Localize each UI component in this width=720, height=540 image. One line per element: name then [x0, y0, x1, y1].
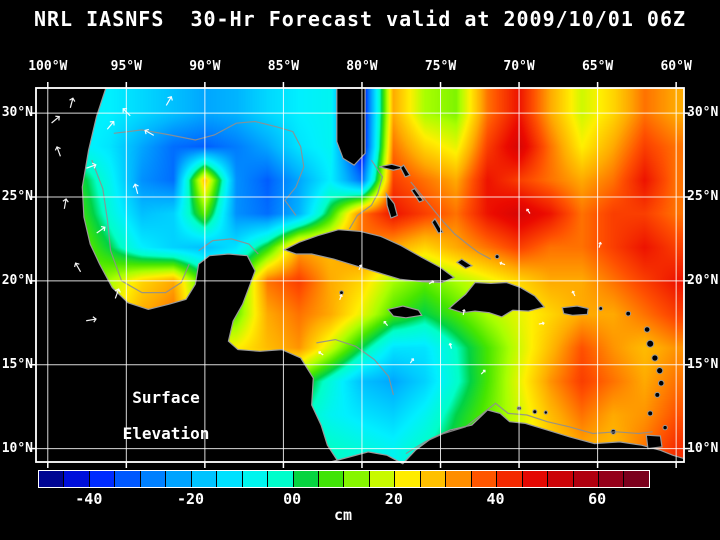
colorbar-segment: [64, 471, 89, 487]
colorbar-segment: [115, 471, 140, 487]
colorbar-tick-label: 40: [486, 490, 505, 508]
colorbar-segment: [318, 471, 344, 487]
colorbar-segment: [471, 471, 497, 487]
colorbar-segment: [420, 471, 446, 487]
colorbar-segment: [293, 471, 318, 487]
annotation-line-2: Elevation: [122, 424, 210, 443]
figure-title: NRL IASNFS 30-Hr Forecast valid at 2009/…: [33, 7, 687, 31]
lat-tick-label: 15°N: [687, 356, 719, 372]
colorbar-segment: [446, 471, 471, 487]
colorbar-segment: [395, 471, 420, 487]
lon-tick-label: 75°W: [424, 59, 457, 74]
lat-tick-label: 25°N: [687, 189, 719, 204]
annotation-line-1: Surface: [132, 388, 200, 407]
lat-tick-label: 10°N: [687, 440, 719, 456]
lon-tick-label: 80°W: [346, 59, 378, 74]
lon-tick-label: 70°W: [503, 59, 535, 74]
lat-tick-label: 25°N: [1, 189, 33, 204]
colorbar-unit: cm: [333, 506, 353, 524]
colorbar-segment: [166, 471, 191, 487]
colorbar-segment: [39, 471, 64, 487]
lat-tick-label: 20°N: [1, 272, 33, 288]
lon-tick-label: 90°W: [189, 59, 221, 74]
colorbar-segment: [217, 471, 242, 487]
colorbar-segment: [624, 471, 649, 487]
colorbar-tick-label: -20: [176, 490, 205, 508]
colorbar-segment: [369, 471, 395, 487]
colorbar-segment: [191, 471, 217, 487]
colorbar-segment: [89, 471, 115, 487]
colorbar-segment: [140, 471, 166, 487]
colorbar-tick-label: 00: [283, 490, 302, 508]
colorbar: [38, 470, 650, 488]
colorbar-segment: [573, 471, 598, 487]
surface-elevation-label: Surface Elevation: [104, 388, 228, 443]
colorbar-tick-label: 20: [384, 490, 403, 508]
lon-tick-label: 65°W: [581, 59, 614, 74]
colorbar-segment: [344, 471, 369, 487]
lat-tick-label: 30°N: [687, 105, 719, 121]
lon-tick-label: 85°W: [267, 59, 300, 74]
colorbar-segment: [268, 471, 293, 487]
colorbar-segment: [242, 471, 268, 487]
lon-tick-label: 95°W: [110, 59, 142, 74]
colorbar-segment: [598, 471, 624, 487]
colorbar-tick-label: -40: [75, 490, 103, 508]
colorbar-segment: [497, 471, 522, 487]
lon-tick-label: 60°W: [660, 59, 692, 74]
lat-tick-label: 30°N: [1, 105, 33, 121]
colorbar-segments: [39, 471, 649, 487]
lat-tick-label: 10°N: [1, 440, 33, 456]
colorbar-tick-label: 60: [588, 490, 607, 508]
colorbar-segment: [522, 471, 548, 487]
lat-tick-label: 20°N: [687, 272, 719, 288]
lat-tick-label: 15°N: [1, 356, 33, 372]
colorbar-segment: [548, 471, 573, 487]
lon-tick-label: 100°W: [28, 59, 68, 74]
